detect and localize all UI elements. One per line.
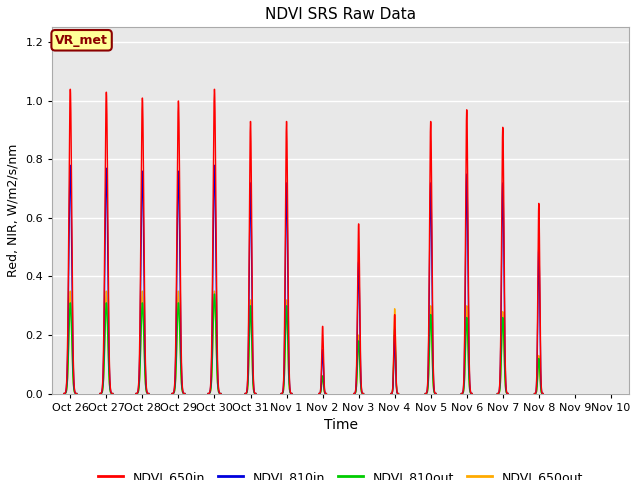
- Legend: NDVI_650in, NDVI_810in, NDVI_810out, NDVI_650out: NDVI_650in, NDVI_810in, NDVI_810out, NDV…: [93, 466, 588, 480]
- X-axis label: Time: Time: [324, 418, 358, 432]
- Title: NDVI SRS Raw Data: NDVI SRS Raw Data: [265, 7, 416, 22]
- Text: VR_met: VR_met: [55, 34, 108, 47]
- Y-axis label: Red, NIR, W/m2/s/nm: Red, NIR, W/m2/s/nm: [7, 144, 20, 277]
